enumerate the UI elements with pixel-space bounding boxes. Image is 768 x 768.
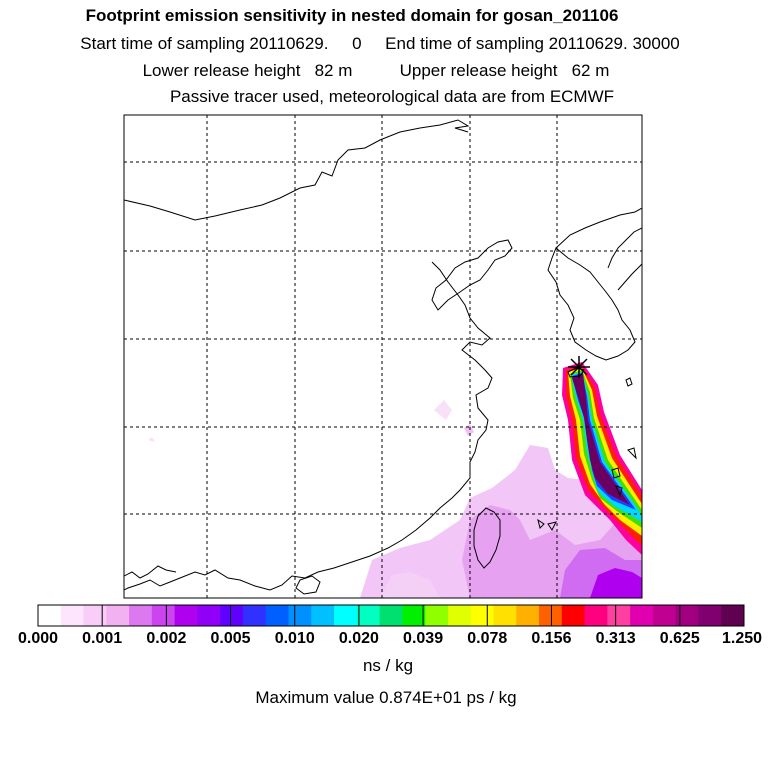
island-taiwan: [473, 507, 501, 569]
colorbar-tick-label: 0.625: [659, 630, 700, 647]
colorbar-cell: [402, 605, 426, 626]
colorbar-units: ns / kg: [362, 656, 414, 675]
colorbar-tick-label: 0.005: [210, 630, 251, 647]
colorbar-cell: [83, 605, 107, 626]
colorbar-cell: [447, 605, 472, 626]
colorbar-cell: [561, 605, 586, 626]
colorbar-tick-label: 0.078: [467, 630, 508, 647]
colorbar-tick-label: 0.010: [274, 630, 315, 647]
colorbar-cell: [311, 605, 335, 626]
colorbar: [37, 604, 745, 627]
plume-cyan: [571, 372, 642, 522]
tracer-info-line: Passive tracer used, meteorological data…: [169, 87, 615, 106]
plume-blue: [572, 373, 636, 510]
colorbar-cell: [630, 605, 654, 626]
island-jeju: [567, 367, 585, 378]
coast-japan: [607, 227, 642, 269]
colorbar-cell: [539, 605, 563, 626]
colorbar-cell: [356, 605, 381, 626]
colorbar-cell: [721, 605, 745, 626]
colorbar-cell: [288, 605, 312, 626]
colorbar-tick-label: 0.001: [82, 630, 123, 647]
colorbar-tick-label: 0.156: [531, 630, 572, 647]
colorbar-tick-label: 0.039: [403, 630, 444, 647]
maximum-value-label: Maximum value 0.874E+01 ps / kg: [255, 688, 517, 707]
grid-lines: [124, 115, 642, 598]
colorbar-cell: [470, 605, 494, 626]
coast-china-east: [124, 261, 493, 591]
sampling-time-line: Start time of sampling 20110629. 0 End t…: [80, 34, 680, 53]
colorbar-cell: [106, 605, 130, 626]
colorbar-tick-label: 1.250: [721, 630, 763, 647]
colorbar-cell: [334, 605, 358, 626]
field-patch-speck: [434, 400, 452, 420]
plume-peak: [572, 373, 630, 505]
colorbar-cell: [60, 605, 85, 626]
border-north: [124, 119, 470, 221]
colorbar-cell: [652, 605, 677, 626]
coast-japan-west: [617, 263, 642, 291]
plot-title: Footprint emission sensitivity in nested…: [85, 6, 619, 25]
colorbar-cell: [129, 605, 153, 626]
coast-south-small: [124, 565, 177, 579]
sensitivity-field: [148, 362, 642, 598]
field-patch-speck2: [464, 424, 474, 436]
border-northeast: [555, 207, 642, 249]
colorbar-cell: [197, 605, 221, 626]
colorbar-cell: [265, 605, 290, 626]
colorbar-cell: [242, 605, 267, 626]
field-patch-west: [380, 572, 440, 598]
colorbar-cell: [675, 605, 699, 626]
colorbar-cell: [493, 605, 517, 626]
colorbar-cell: [379, 605, 403, 626]
colorbar-cell: [174, 605, 198, 626]
colorbar-cell: [698, 605, 722, 626]
release-height-line: Lower release height 82 m Upper release …: [142, 61, 610, 80]
field-patch-speck3: [148, 437, 155, 442]
island-hainan: [295, 575, 321, 595]
colorbar-tick-label: 0.000: [17, 630, 59, 647]
colorbar-tick-label: 0.020: [338, 630, 379, 647]
colorbar-cell: [584, 605, 608, 626]
colorbar-cell: [220, 605, 244, 626]
receptor-star-icon: [568, 356, 590, 378]
colorbar-cell: [516, 605, 540, 626]
colorbar-frame: [37, 604, 745, 627]
map-frame: [123, 114, 643, 599]
coast-korea: [547, 247, 636, 361]
colorbar-tick-label: 0.002: [146, 630, 187, 647]
islands-ryukyu: [537, 377, 637, 531]
colorbar-tick-label: 0.313: [595, 630, 636, 647]
colorbar-cell: [151, 605, 176, 626]
field-patch-core: [590, 568, 642, 598]
colorbar-cell: [425, 605, 449, 626]
colorbar-cell: [607, 605, 631, 626]
colorbar-cell: [38, 605, 62, 626]
